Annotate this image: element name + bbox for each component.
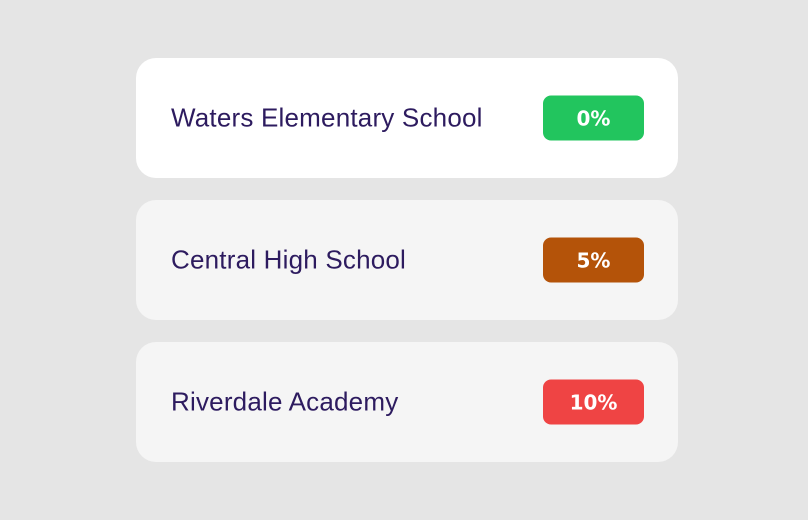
percentage-badge: 5% bbox=[543, 237, 644, 283]
school-card[interactable]: Central High School 5% bbox=[136, 200, 678, 320]
school-card[interactable]: Waters Elementary School 0% bbox=[136, 58, 678, 178]
percentage-badge: 0% bbox=[543, 95, 644, 141]
school-name: Waters Elementary School bbox=[171, 102, 483, 133]
percentage-badge: 10% bbox=[543, 379, 644, 425]
school-name: Riverdale Academy bbox=[171, 386, 399, 417]
school-card[interactable]: Riverdale Academy 10% bbox=[136, 342, 678, 462]
school-name: Central High School bbox=[171, 244, 407, 275]
school-list: Waters Elementary School 0% Central High… bbox=[136, 58, 678, 462]
